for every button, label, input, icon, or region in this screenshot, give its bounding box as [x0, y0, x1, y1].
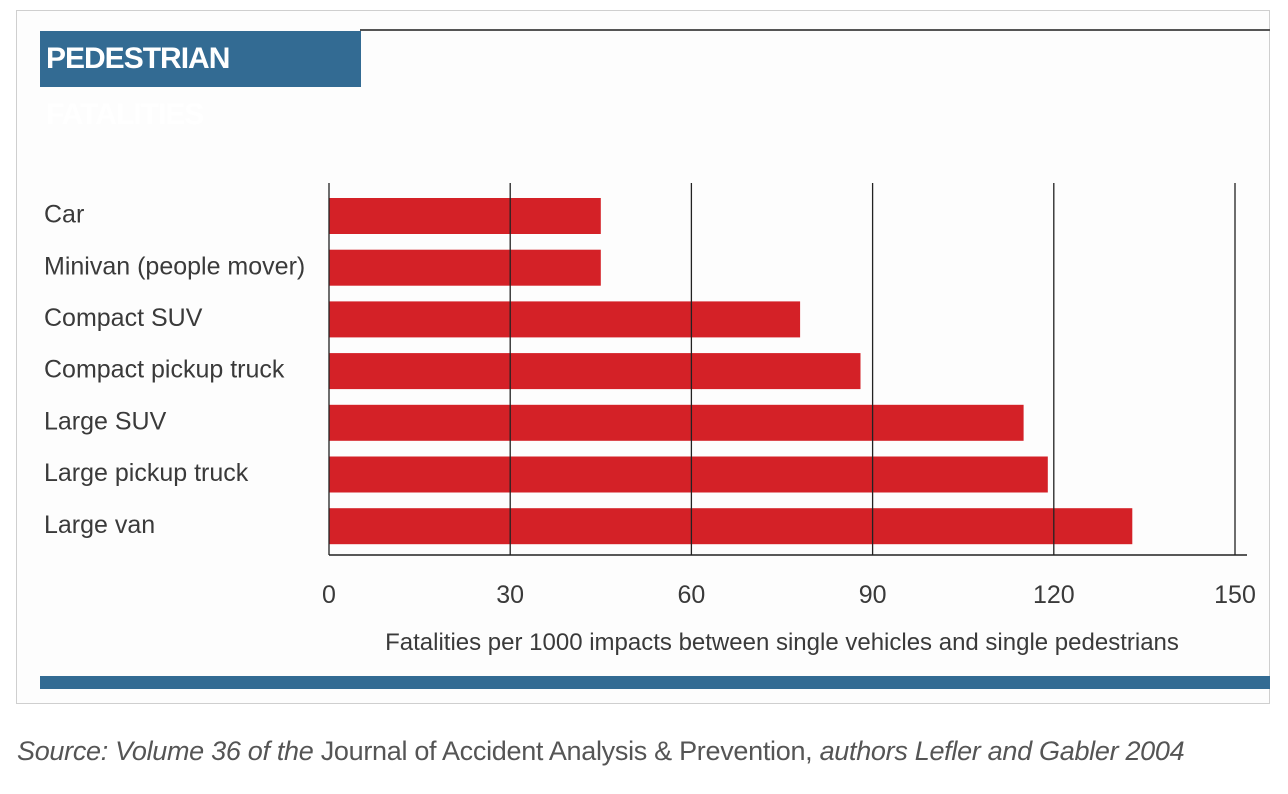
x-tick-label-3: 90 — [859, 581, 887, 609]
category-label-1: Minivan (people mover) — [44, 252, 305, 280]
category-label-4: Large SUV — [44, 407, 167, 435]
bar-4 — [329, 404, 1024, 441]
bottom-accent-bar — [40, 676, 1270, 689]
source-suffix: authors Lefler and Gabler 2004 — [819, 736, 1185, 766]
category-label-5: Large pickup truck — [44, 459, 249, 487]
bar-0 — [329, 198, 601, 234]
source-prefix: Source: Volume 36 of the — [17, 736, 314, 766]
bar-6 — [329, 508, 1133, 545]
source-journal: Journal of Accident Analysis & Preventio… — [320, 736, 813, 766]
category-label-0: Car — [44, 201, 84, 229]
category-label-6: Large van — [44, 511, 155, 539]
bar-3 — [329, 353, 861, 390]
category-label-3: Compact pickup truck — [44, 356, 285, 384]
x-tick-label-0: 0 — [322, 581, 336, 609]
x-tick-label-2: 60 — [677, 581, 705, 609]
x-tick-label-4: 120 — [1033, 581, 1075, 609]
x-axis-title: Fatalities per 1000 impacts between sing… — [385, 629, 1179, 656]
bar-5 — [329, 456, 1048, 493]
chart-title: PEDESTRIAN FATALITIES — [40, 31, 361, 131]
title-rule — [360, 29, 1270, 31]
bar-2 — [329, 301, 801, 338]
x-tick-label-1: 30 — [496, 581, 524, 609]
bar-1 — [329, 249, 601, 286]
category-label-2: Compact SUV — [44, 304, 203, 332]
source-caption: Source: Volume 36 of the Journal of Acci… — [17, 736, 1185, 767]
x-tick-label-5: 150 — [1214, 581, 1256, 609]
